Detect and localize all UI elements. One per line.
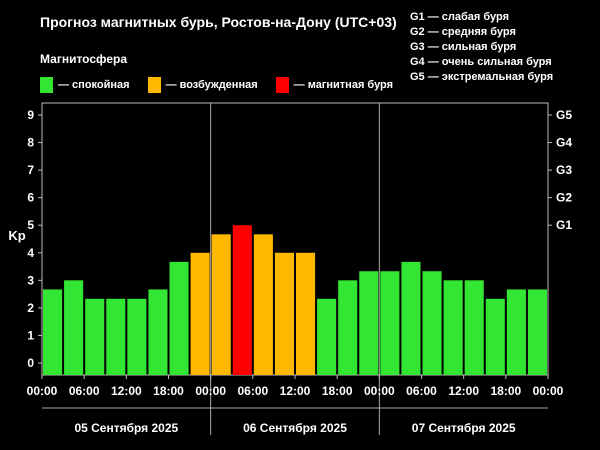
legend-swatch-quiet — [40, 77, 53, 93]
color-legend: — спокойная — возбужденная — магнитная б… — [40, 77, 411, 93]
kp-bar — [296, 252, 316, 375]
legend-item-quiet: — спокойная — [40, 77, 130, 93]
legend-item-active: — возбужденная — [147, 77, 258, 93]
x-tick-label: 06:00 — [406, 384, 437, 398]
kp-bar — [527, 289, 547, 375]
x-tick-label: 12:00 — [280, 384, 311, 398]
y-tick-label: 8 — [27, 136, 34, 150]
kp-bar — [43, 289, 63, 375]
g-legend-item: G2 — средняя буря — [410, 26, 516, 38]
g-legend-item: G1 — слабая буря — [410, 11, 510, 23]
kp-bar — [359, 271, 379, 375]
legend-swatch-active — [147, 77, 161, 93]
y-tick-label: 6 — [27, 191, 34, 205]
y-tick-label: 4 — [27, 246, 34, 260]
kp-bar — [401, 261, 421, 375]
kp-bar — [190, 252, 210, 375]
x-tick-label: 12:00 — [448, 384, 479, 398]
kp-bar — [464, 280, 484, 375]
x-tick-label: 18:00 — [490, 384, 521, 398]
day-label: 05 Сентября 2025 — [74, 421, 178, 435]
day-label: 06 Сентября 2025 — [243, 421, 347, 435]
chart-title: Прогноз магнитных бурь, Ростов-на-Дону (… — [40, 14, 397, 30]
kp-bar — [106, 298, 126, 375]
y-tick-label: 2 — [27, 301, 34, 315]
kp-bar — [422, 271, 442, 375]
y-tick-label: 7 — [27, 163, 34, 177]
x-tick-label: 06:00 — [69, 384, 100, 398]
y-tick-label: 3 — [27, 273, 34, 287]
g-tick-label: G3 — [556, 163, 572, 177]
g-legend-item: G4 — очень сильная буря — [410, 56, 552, 68]
magnetosphere-label: Магнитосфера — [40, 52, 128, 66]
y-tick-label: 0 — [27, 356, 34, 370]
x-tick-label: 18:00 — [153, 384, 184, 398]
g-scale-legend: G1 — слабая буря G2 — средняя буря G3 — … — [410, 10, 553, 85]
x-tick-label: 12:00 — [111, 384, 142, 398]
x-tick-label: 00:00 — [195, 384, 226, 398]
kp-bar — [232, 225, 252, 375]
y-tick-label: 5 — [27, 218, 34, 232]
x-tick-label: 00:00 — [27, 384, 58, 398]
kp-bar — [253, 234, 273, 375]
kp-bar — [485, 298, 505, 375]
day-label: 07 Сентября 2025 — [412, 421, 516, 435]
g-legend-item: G5 — экстремальная буря — [410, 71, 554, 83]
y-axis-label: Kp — [8, 228, 25, 243]
g-tick-label: G5 — [556, 108, 572, 122]
kp-bar — [443, 280, 463, 375]
kp-bar — [64, 280, 84, 375]
kp-bar — [317, 298, 337, 375]
g-tick-label: G1 — [556, 218, 572, 232]
kp-bar — [506, 289, 526, 375]
legend-label: — возбужденная — [165, 79, 258, 91]
x-tick-label: 00:00 — [364, 384, 395, 398]
x-tick-label: 00:00 — [533, 384, 564, 398]
legend-item-storm: — магнитная буря — [275, 77, 394, 93]
kp-bar — [338, 280, 358, 375]
y-tick-label: 9 — [27, 108, 34, 122]
kp-bar — [274, 252, 294, 375]
x-tick-label: 06:00 — [237, 384, 268, 398]
kp-bar — [380, 271, 400, 375]
kp-bar — [127, 298, 147, 375]
g-tick-label: G2 — [556, 191, 572, 205]
kp-bar — [148, 289, 168, 375]
kp-bar — [169, 261, 189, 375]
g-tick-label: G4 — [556, 136, 572, 150]
g-legend-item: G3 — сильная буря — [410, 41, 517, 53]
y-tick-label: 1 — [27, 328, 34, 342]
kp-bar — [211, 234, 231, 375]
legend-label: — спокойная — [58, 79, 130, 91]
kp-bar — [85, 298, 105, 375]
x-tick-label: 18:00 — [322, 384, 353, 398]
legend-swatch-storm — [275, 77, 289, 93]
legend-label: — магнитная буря — [293, 79, 394, 91]
